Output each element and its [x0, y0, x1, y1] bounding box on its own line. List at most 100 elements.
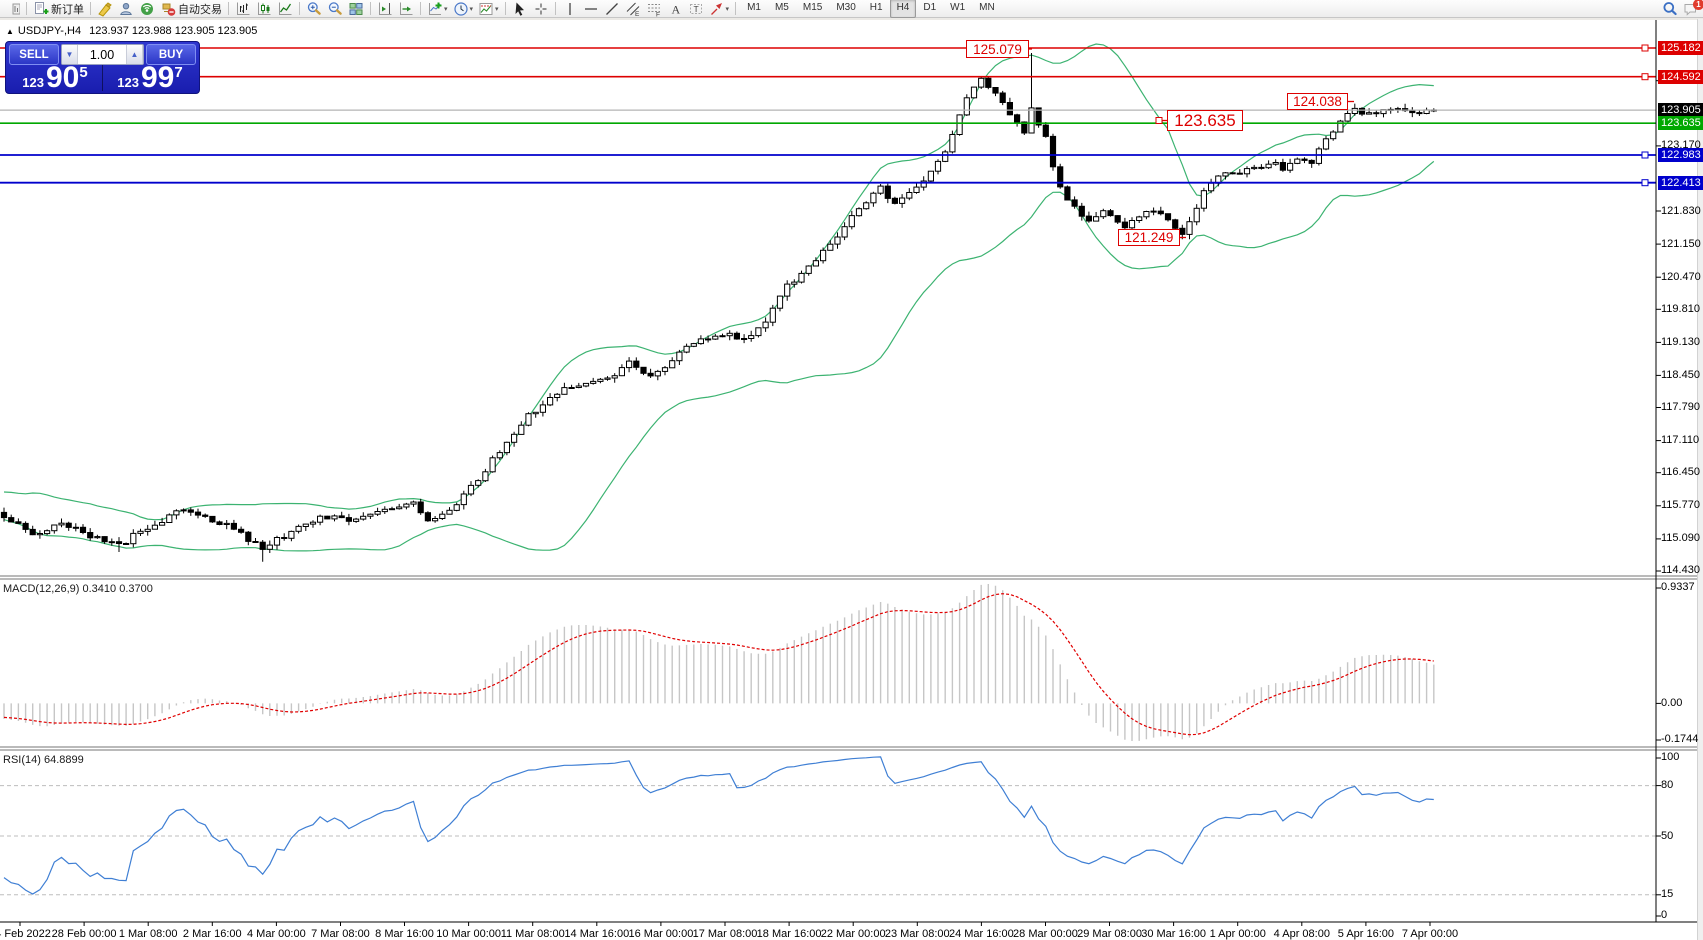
trendline-icon	[604, 1, 620, 17]
timeframe-button-h1[interactable]: H1	[869, 2, 883, 13]
buy-price[interactable]: 123 99 7	[104, 61, 196, 94]
timeframe-button-d1[interactable]: D1	[923, 2, 937, 13]
buy-price-main: 99	[140, 61, 175, 94]
text-icon: A	[667, 1, 683, 17]
label-icon[interactable]: T	[686, 0, 706, 17]
main-toolbar: 新订单 自动交易 ▾ ▾ ▾ E F A T ▾ M1 M5 M15 M30 H1 H4 D1 W1 MN 1	[0, 0, 1703, 18]
one-click-trading-panel[interactable]: SELL ▼ ▲ BUY 123 90 5 123 99 7	[5, 41, 200, 94]
price-axis-badge: 122.983	[1658, 147, 1703, 162]
rsi-pane-plot	[0, 756, 1656, 896]
notifications-icon[interactable]: 1	[1681, 0, 1703, 17]
macd-scale-min: -0.1744	[1661, 733, 1699, 745]
zoom-in-icon[interactable]	[304, 0, 324, 17]
styler-icon	[97, 1, 113, 17]
search-icon[interactable]	[1660, 0, 1680, 17]
vertical-line-icon[interactable]	[560, 0, 580, 17]
buy-button[interactable]: BUY	[146, 44, 196, 65]
timeframe-button-w1[interactable]: W1	[950, 2, 966, 13]
volume-input[interactable]	[78, 45, 126, 64]
date-axis-label: 10 Mar 00:00	[436, 928, 502, 940]
trendline-icon[interactable]	[602, 0, 622, 17]
indicators-icon	[427, 1, 443, 17]
candlestick-chart-icon[interactable]	[254, 0, 274, 17]
date-axis-label: 16 Mar 00:00	[628, 928, 694, 940]
price-axis-tick: 116.450	[1661, 466, 1700, 479]
date-axis-label: 18 Mar 16:00	[756, 928, 822, 940]
channel-icon[interactable]: E	[623, 0, 643, 17]
volume-decrease-button[interactable]: ▼	[62, 45, 78, 64]
price-level-lines[interactable]	[0, 44, 1656, 239]
sell-price[interactable]: 123 90 5	[9, 61, 101, 94]
date-axis-label: 4 Mar 00:00	[247, 928, 306, 940]
price-divider	[102, 65, 103, 91]
tile-windows-icon[interactable]	[346, 0, 366, 17]
price-callout[interactable]: 123.635	[1167, 110, 1243, 131]
buy-price-base: 123	[117, 75, 139, 90]
price-callout[interactable]: 125.079	[966, 40, 1029, 58]
templates-icon[interactable]: ▾	[476, 0, 501, 17]
chart-title: ▲ USDJPY-,H4 123.937 123.988 123.905 123.9…	[6, 25, 257, 37]
price-callout[interactable]: 121.249	[1118, 229, 1180, 246]
timeframe-button-m15[interactable]: M15	[802, 2, 823, 13]
text-icon[interactable]: A	[665, 0, 685, 17]
cursor-icon[interactable]	[510, 0, 530, 17]
price-axis-tick: 118.450	[1661, 368, 1700, 381]
chart-shift-icon[interactable]	[375, 0, 395, 17]
styler-icon[interactable]	[95, 0, 115, 17]
date-axis-label: 23 Mar 08:00	[884, 928, 950, 940]
sell-price-main: 90	[45, 61, 80, 94]
bar-chart-icon	[235, 1, 251, 17]
chart-edge-icon	[4, 1, 20, 17]
timeframe-button-m1[interactable]: M1	[747, 2, 761, 13]
sell-price-pip: 5	[79, 64, 88, 81]
indicators-icon[interactable]: ▾	[425, 0, 450, 17]
periods-icon[interactable]: ▾	[451, 0, 476, 17]
profile-icon[interactable]	[116, 0, 136, 17]
price-axis-tick: 119.130	[1661, 335, 1700, 348]
crosshair-icon	[533, 1, 549, 17]
price-axis-badge: 123.905	[1658, 103, 1703, 118]
arrows-icon[interactable]: ▾	[707, 0, 732, 17]
horizontal-line-icon[interactable]	[581, 0, 601, 17]
price-axis-tick: 115.770	[1661, 499, 1700, 512]
date-axis-label: 5 Apr 16:00	[1337, 928, 1395, 940]
toolbar-separator	[90, 2, 91, 15]
sell-button[interactable]: SELL	[9, 44, 59, 65]
timeframe-button-h4[interactable]: H4	[889, 0, 917, 18]
timeframe-button-m5[interactable]: M5	[774, 2, 789, 13]
timeframe-toolbar: M1 M5 M15 M30 H1 H4 D1 W1 MN	[740, 0, 1002, 18]
svg-text:T: T	[693, 4, 698, 14]
window-collapse-icon[interactable]: ▲	[6, 27, 14, 36]
volume-control[interactable]: ▼ ▲	[61, 44, 144, 65]
date-axis-label: 11 Mar 08:00	[500, 928, 565, 940]
sell-price-base: 123	[22, 75, 44, 90]
price-callout[interactable]: 124.038	[1287, 93, 1348, 110]
axes	[0, 18, 1703, 926]
chart-edge-icon[interactable]	[2, 0, 22, 17]
auto-trading-button[interactable]: 自动交易	[158, 0, 224, 17]
signals-icon[interactable]	[137, 0, 157, 17]
date-axis-label: 1 Mar 08:00	[118, 928, 178, 940]
new-order-icon	[33, 1, 49, 17]
date-axis-label: 28 Feb 00:00	[51, 928, 117, 940]
rsi-scale-top: 100	[1661, 751, 1680, 763]
new-order-button[interactable]: 新订单	[31, 0, 86, 17]
bar-chart-icon[interactable]	[233, 0, 253, 17]
timeframe-button-m30[interactable]: M30	[836, 2, 856, 13]
dropdown-caret-icon: ▾	[469, 5, 474, 13]
auto-scroll-icon[interactable]	[396, 0, 416, 17]
timeframe-button-mn[interactable]: MN	[979, 2, 995, 13]
rsi-level-label: 50	[1661, 829, 1674, 842]
zoom-out-icon[interactable]	[325, 0, 345, 17]
svg-text:A: A	[671, 2, 680, 16]
price-axis-badge: 124.592	[1658, 69, 1703, 84]
crosshair-icon[interactable]	[531, 0, 551, 17]
fibonacci-icon[interactable]: F	[644, 0, 664, 17]
price-axis-tick: 121.830	[1661, 204, 1701, 217]
profile-icon	[118, 1, 134, 17]
volume-increase-button[interactable]: ▲	[126, 45, 143, 64]
line-chart-icon[interactable]	[275, 0, 295, 17]
